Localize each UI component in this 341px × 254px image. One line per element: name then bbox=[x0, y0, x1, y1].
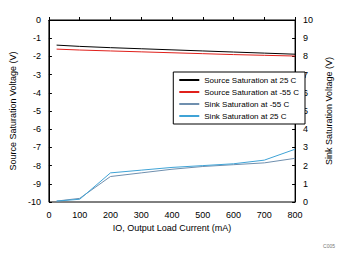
svg-text:500: 500 bbox=[195, 210, 210, 220]
svg-text:1: 1 bbox=[303, 179, 308, 189]
svg-text:Source Saturation at -55 C: Source Saturation at -55 C bbox=[204, 88, 299, 97]
svg-text:-5: -5 bbox=[33, 106, 41, 116]
svg-text:0: 0 bbox=[36, 15, 41, 25]
svg-text:Source Saturation at 25 C: Source Saturation at 25 C bbox=[204, 76, 296, 85]
svg-text:300: 300 bbox=[134, 210, 149, 220]
svg-text:-7: -7 bbox=[33, 142, 41, 152]
svg-text:-4: -4 bbox=[33, 88, 41, 98]
svg-text:-1: -1 bbox=[33, 33, 41, 43]
svg-text:Sink Saturation at -55 C: Sink Saturation at -55 C bbox=[204, 100, 289, 109]
svg-text:-3: -3 bbox=[33, 70, 41, 80]
svg-text:-9: -9 bbox=[33, 179, 41, 189]
svg-text:-2: -2 bbox=[33, 51, 41, 61]
svg-text:IO, Output Load Current (mA): IO, Output Load Current (mA) bbox=[113, 223, 232, 233]
svg-text:0: 0 bbox=[303, 197, 308, 207]
svg-text:-10: -10 bbox=[28, 197, 41, 207]
svg-text:Sink Saturation Voltage (V): Sink Saturation Voltage (V) bbox=[324, 57, 334, 165]
svg-text:6: 6 bbox=[303, 87, 309, 98]
svg-text:400: 400 bbox=[164, 210, 179, 220]
svg-text:Source Saturation Voltage (V): Source Saturation Voltage (V) bbox=[8, 51, 18, 170]
svg-text:Sink Saturation at 25 C: Sink Saturation at 25 C bbox=[204, 112, 286, 121]
svg-text:800: 800 bbox=[288, 210, 303, 220]
svg-text:0: 0 bbox=[46, 210, 51, 220]
svg-text:200: 200 bbox=[103, 210, 118, 220]
svg-text:-6: -6 bbox=[33, 124, 41, 134]
svg-text:100: 100 bbox=[72, 210, 87, 220]
svg-text:5: 5 bbox=[303, 106, 309, 116]
svg-text:7: 7 bbox=[303, 69, 309, 80]
svg-text:3: 3 bbox=[303, 142, 308, 152]
svg-text:8: 8 bbox=[303, 51, 308, 61]
svg-text:10: 10 bbox=[303, 15, 313, 25]
svg-text:700: 700 bbox=[257, 210, 272, 220]
svg-text:C005: C005 bbox=[323, 243, 335, 249]
svg-text:9: 9 bbox=[303, 33, 308, 43]
svg-text:600: 600 bbox=[226, 210, 241, 220]
svg-text:4: 4 bbox=[303, 124, 308, 134]
svg-text:2: 2 bbox=[303, 161, 308, 171]
svg-text:-8: -8 bbox=[33, 161, 41, 171]
